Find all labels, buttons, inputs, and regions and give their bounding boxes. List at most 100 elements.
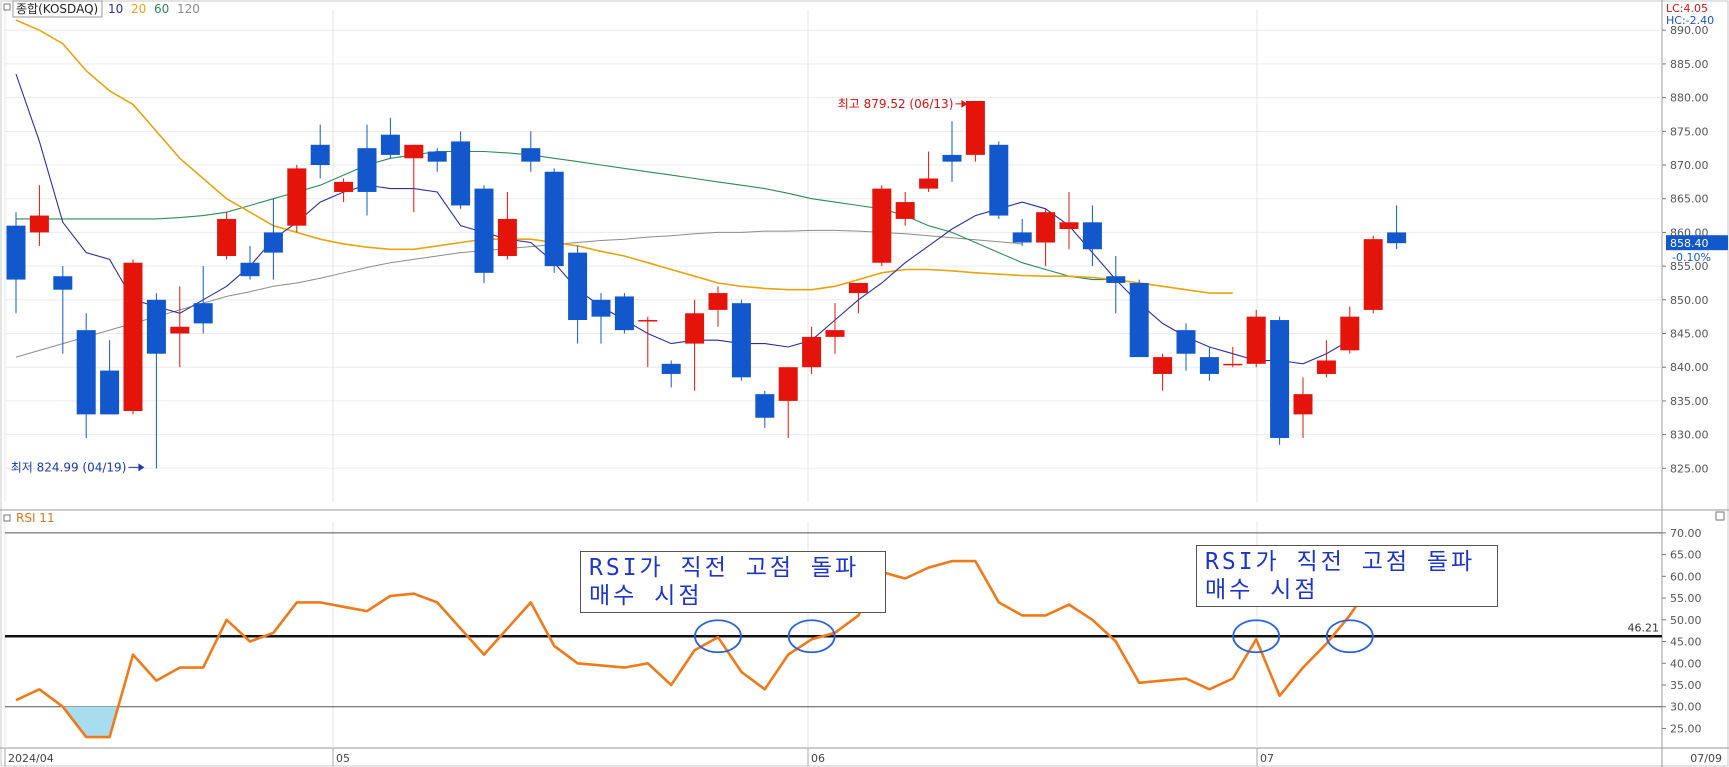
candle	[1153, 353, 1173, 391]
candle-body	[1340, 316, 1360, 351]
candle-body	[521, 148, 541, 162]
x-tick-label: 2024/04	[8, 752, 54, 765]
rsi-level-label: 46.21	[1628, 621, 1660, 634]
y-tick-label: 55.00	[1670, 592, 1702, 605]
x-axis: 2024/04 05 06 07 07/09	[4, 748, 1722, 766]
breakout-circle	[787, 619, 836, 654]
candle-body	[100, 370, 120, 415]
ma120-line	[15, 229, 1023, 358]
candle	[895, 191, 915, 226]
candle	[1106, 256, 1126, 314]
title-box	[12, 0, 103, 18]
candle	[263, 198, 283, 280]
chart-title: 종합(KOSDAQ)	[16, 2, 98, 16]
y-tick-label: 835.00	[1670, 395, 1709, 408]
candle-body	[1246, 316, 1266, 364]
candle	[474, 185, 494, 283]
candle-body	[1036, 212, 1056, 243]
candle-body	[872, 188, 892, 263]
candle-body	[989, 144, 1009, 216]
candle-body	[731, 303, 751, 378]
candle-body	[942, 154, 962, 162]
candle-body	[1059, 222, 1079, 230]
y-tick-label: 65.00	[1670, 549, 1702, 562]
current-change: -0.10%	[1672, 251, 1711, 264]
low-arrow-head	[138, 463, 145, 472]
candle-body	[685, 313, 705, 344]
candle-body	[591, 299, 611, 317]
y-tick-label: 30.00	[1670, 701, 1702, 714]
candle-body	[544, 171, 564, 267]
candle	[1387, 205, 1407, 250]
candle-body	[1176, 330, 1196, 354]
candle	[848, 282, 868, 314]
candle-body	[334, 181, 354, 192]
annotation-line-1: RSI가 직전 고점 돌파	[589, 555, 860, 581]
candle	[755, 390, 775, 428]
y-tick-label: 855.00	[1670, 260, 1709, 273]
ma60-line	[16, 150, 1116, 281]
ma-legend-label: 20	[131, 2, 146, 16]
candle	[76, 313, 96, 438]
candle	[380, 117, 400, 159]
candle	[685, 299, 705, 391]
x-end-label: 07/09	[1690, 752, 1722, 765]
y-tick-label: 890.00	[1670, 24, 1709, 37]
candle-body	[123, 262, 143, 412]
candle	[123, 259, 143, 415]
candle	[53, 266, 73, 354]
candle	[334, 178, 354, 203]
ma-legend-label: 60	[154, 2, 169, 16]
candle-body	[895, 202, 915, 219]
candle	[1246, 309, 1266, 368]
rsi-annotation-box-2: RSI가 직전 고점 돌파 매수 시점	[1196, 545, 1498, 607]
current-price: 858.40	[1670, 237, 1709, 250]
candle-body	[217, 218, 237, 256]
annotation-line-1: RSI가 직전 고점 돌파	[1205, 549, 1476, 575]
main-grid: 890.00885.00880.00875.00870.00865.00860.…	[5, 24, 1709, 475]
candle	[451, 131, 471, 209]
y-tick-label: 865.00	[1670, 193, 1709, 206]
candle-body	[1316, 360, 1336, 374]
candle	[497, 191, 517, 260]
candle	[1316, 340, 1336, 378]
candle-body	[53, 276, 73, 290]
candle	[1036, 208, 1056, 267]
candle-body	[708, 293, 728, 310]
rsi-oversold-fill	[62, 706, 119, 738]
candle	[29, 185, 49, 246]
candle-body	[1106, 276, 1126, 283]
y-tick-label: 840.00	[1670, 361, 1709, 374]
candle	[240, 245, 260, 280]
annotation-line-2: 매수 시점	[1205, 577, 1319, 603]
candle-body	[778, 367, 798, 401]
ma-legend-label: 10	[108, 2, 123, 16]
breakout-circle	[694, 619, 742, 654]
candle-body	[427, 151, 447, 162]
candle-body	[965, 100, 985, 155]
x-tick-label: 07	[1260, 752, 1274, 765]
y-tick-label: 825.00	[1670, 462, 1709, 475]
ma-legend-label: 120	[177, 2, 200, 16]
breakout-circle	[1325, 619, 1374, 654]
candle-body	[451, 141, 471, 206]
lc-label: LC:4.05	[1666, 2, 1708, 15]
candle	[1082, 205, 1102, 267]
candle	[708, 286, 728, 327]
current-price-box	[1666, 235, 1728, 251]
annotation-line-2: 매수 시점	[589, 583, 703, 609]
candle-body	[755, 394, 775, 418]
candle	[146, 293, 166, 469]
candle-body	[263, 232, 283, 253]
y-tick-label: 25.00	[1670, 722, 1702, 735]
candle	[1293, 377, 1313, 438]
candle-body	[1129, 282, 1149, 358]
rsi-panel: RSI 11 70.00 65.00 60.00 55.00 50.00 45.00 40.0…	[3, 511, 1725, 739]
low-annotation: 최저 824.99 (04/19)	[11, 460, 127, 474]
candle-body	[1153, 357, 1173, 374]
panel-toggle-icon	[1715, 511, 1725, 521]
candle	[1176, 323, 1196, 371]
candle-body	[825, 330, 845, 337]
